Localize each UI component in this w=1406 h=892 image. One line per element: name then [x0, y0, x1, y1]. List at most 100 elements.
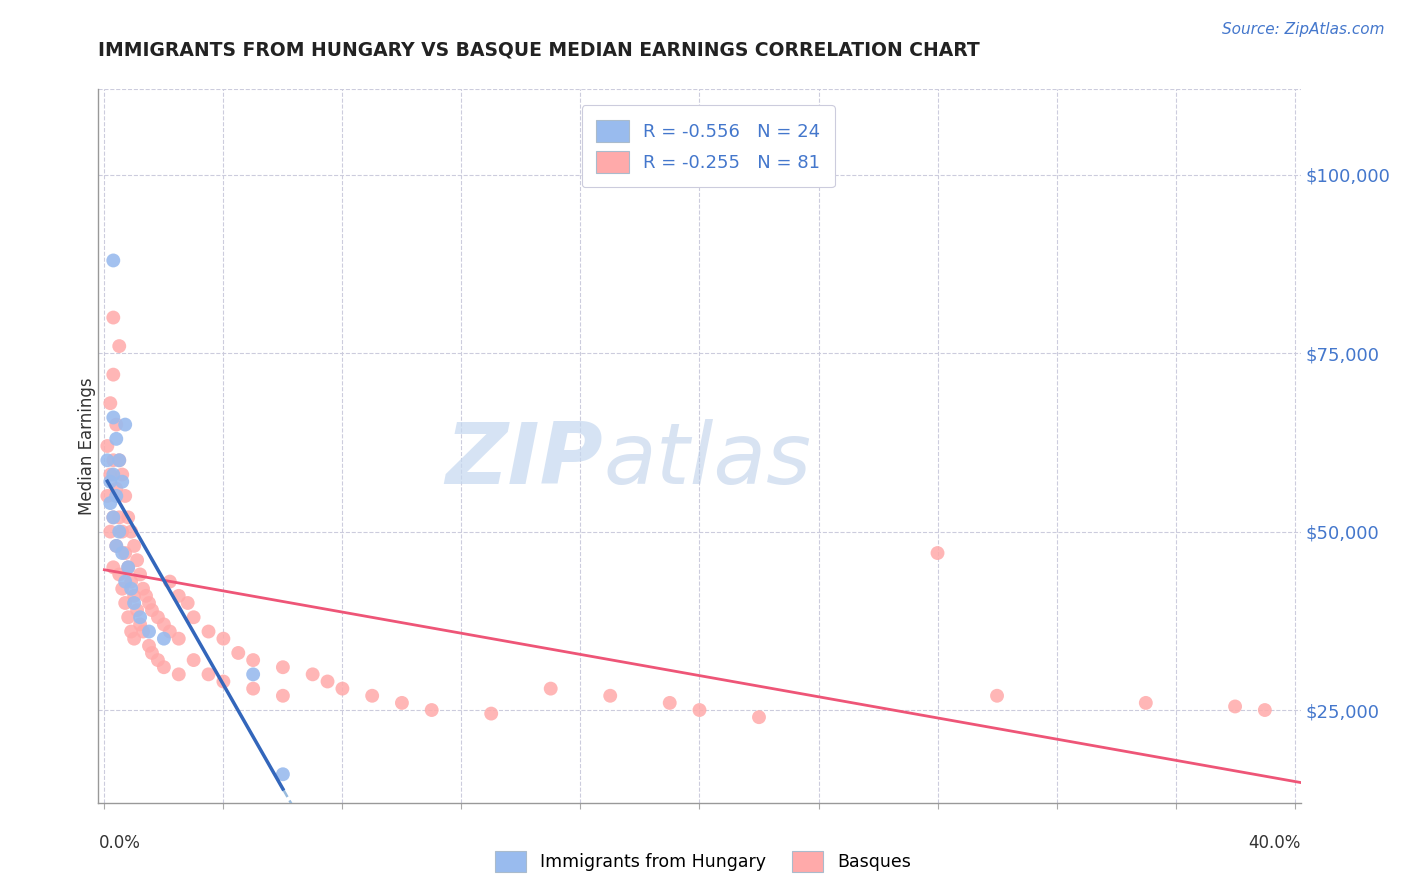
Point	[122, 589, 145, 603]
Point	[242, 681, 264, 696]
Point	[479, 706, 502, 721]
Point	[226, 646, 249, 660]
Point	[96, 439, 118, 453]
Text: 0.0%: 0.0%	[98, 834, 141, 852]
Point	[111, 546, 134, 560]
Text: 40.0%: 40.0%	[1249, 834, 1301, 852]
Point	[98, 396, 121, 410]
Point	[111, 582, 134, 596]
Point	[138, 596, 160, 610]
Point	[103, 453, 125, 467]
Legend: Immigrants from Hungary, Basques: Immigrants from Hungary, Basques	[488, 844, 918, 879]
Point	[212, 632, 235, 646]
Point	[129, 610, 152, 624]
Point	[108, 453, 131, 467]
Point	[98, 496, 121, 510]
Point	[103, 510, 125, 524]
Point	[108, 524, 131, 539]
Point	[1135, 696, 1157, 710]
Point	[1254, 703, 1277, 717]
Text: IMMIGRANTS FROM HUNGARY VS BASQUE MEDIAN EARNINGS CORRELATION CHART: IMMIGRANTS FROM HUNGARY VS BASQUE MEDIAN…	[98, 40, 980, 59]
Point	[332, 681, 354, 696]
Point	[242, 653, 264, 667]
Point	[98, 475, 121, 489]
Point	[103, 310, 125, 325]
Point	[96, 453, 118, 467]
Point	[122, 539, 145, 553]
Point	[105, 539, 128, 553]
Point	[167, 667, 190, 681]
Point	[159, 574, 181, 589]
Point	[117, 510, 139, 524]
Point	[108, 510, 131, 524]
Point	[391, 696, 413, 710]
Point	[316, 674, 339, 689]
Point	[103, 253, 125, 268]
Point	[135, 589, 157, 603]
Point	[114, 574, 136, 589]
Point	[197, 624, 219, 639]
Point	[271, 660, 294, 674]
Point	[242, 667, 264, 681]
Point	[122, 632, 145, 646]
Point	[117, 560, 139, 574]
Text: atlas: atlas	[603, 418, 811, 502]
Point	[98, 467, 121, 482]
Text: Source: ZipAtlas.com: Source: ZipAtlas.com	[1222, 22, 1385, 37]
Point	[114, 596, 136, 610]
Point	[138, 624, 160, 639]
Point	[361, 689, 384, 703]
Point	[105, 482, 128, 496]
Point	[105, 417, 128, 432]
Point	[105, 432, 128, 446]
Point	[98, 524, 121, 539]
Point	[111, 467, 134, 482]
Point	[120, 524, 142, 539]
Text: ZIP: ZIP	[446, 418, 603, 502]
Point	[114, 489, 136, 503]
Point	[105, 489, 128, 503]
Point	[658, 696, 681, 710]
Point	[271, 767, 294, 781]
Point	[1223, 699, 1246, 714]
Point	[927, 546, 949, 560]
Point	[108, 339, 131, 353]
Point	[114, 417, 136, 432]
Point	[212, 674, 235, 689]
Point	[183, 610, 205, 624]
Point	[748, 710, 770, 724]
Point	[129, 617, 152, 632]
Point	[108, 567, 131, 582]
Point	[129, 567, 152, 582]
Point	[159, 624, 181, 639]
Point	[103, 560, 125, 574]
Point	[301, 667, 323, 681]
Point	[153, 617, 176, 632]
Point	[111, 524, 134, 539]
Point	[138, 639, 160, 653]
Point	[120, 582, 142, 596]
Point	[127, 553, 149, 567]
Point	[127, 603, 149, 617]
Point	[141, 603, 163, 617]
Point	[599, 689, 621, 703]
Point	[153, 632, 176, 646]
Point	[420, 703, 443, 717]
Point	[132, 582, 155, 596]
Point	[117, 560, 139, 574]
Point	[114, 546, 136, 560]
Point	[146, 610, 169, 624]
Point	[688, 703, 710, 717]
Point	[183, 653, 205, 667]
Point	[103, 368, 125, 382]
Point	[120, 624, 142, 639]
Point	[111, 475, 134, 489]
Point	[141, 646, 163, 660]
Point	[167, 589, 190, 603]
Point	[122, 596, 145, 610]
Point	[117, 610, 139, 624]
Point	[108, 453, 131, 467]
Point	[103, 510, 125, 524]
Point	[146, 653, 169, 667]
Point	[197, 667, 219, 681]
